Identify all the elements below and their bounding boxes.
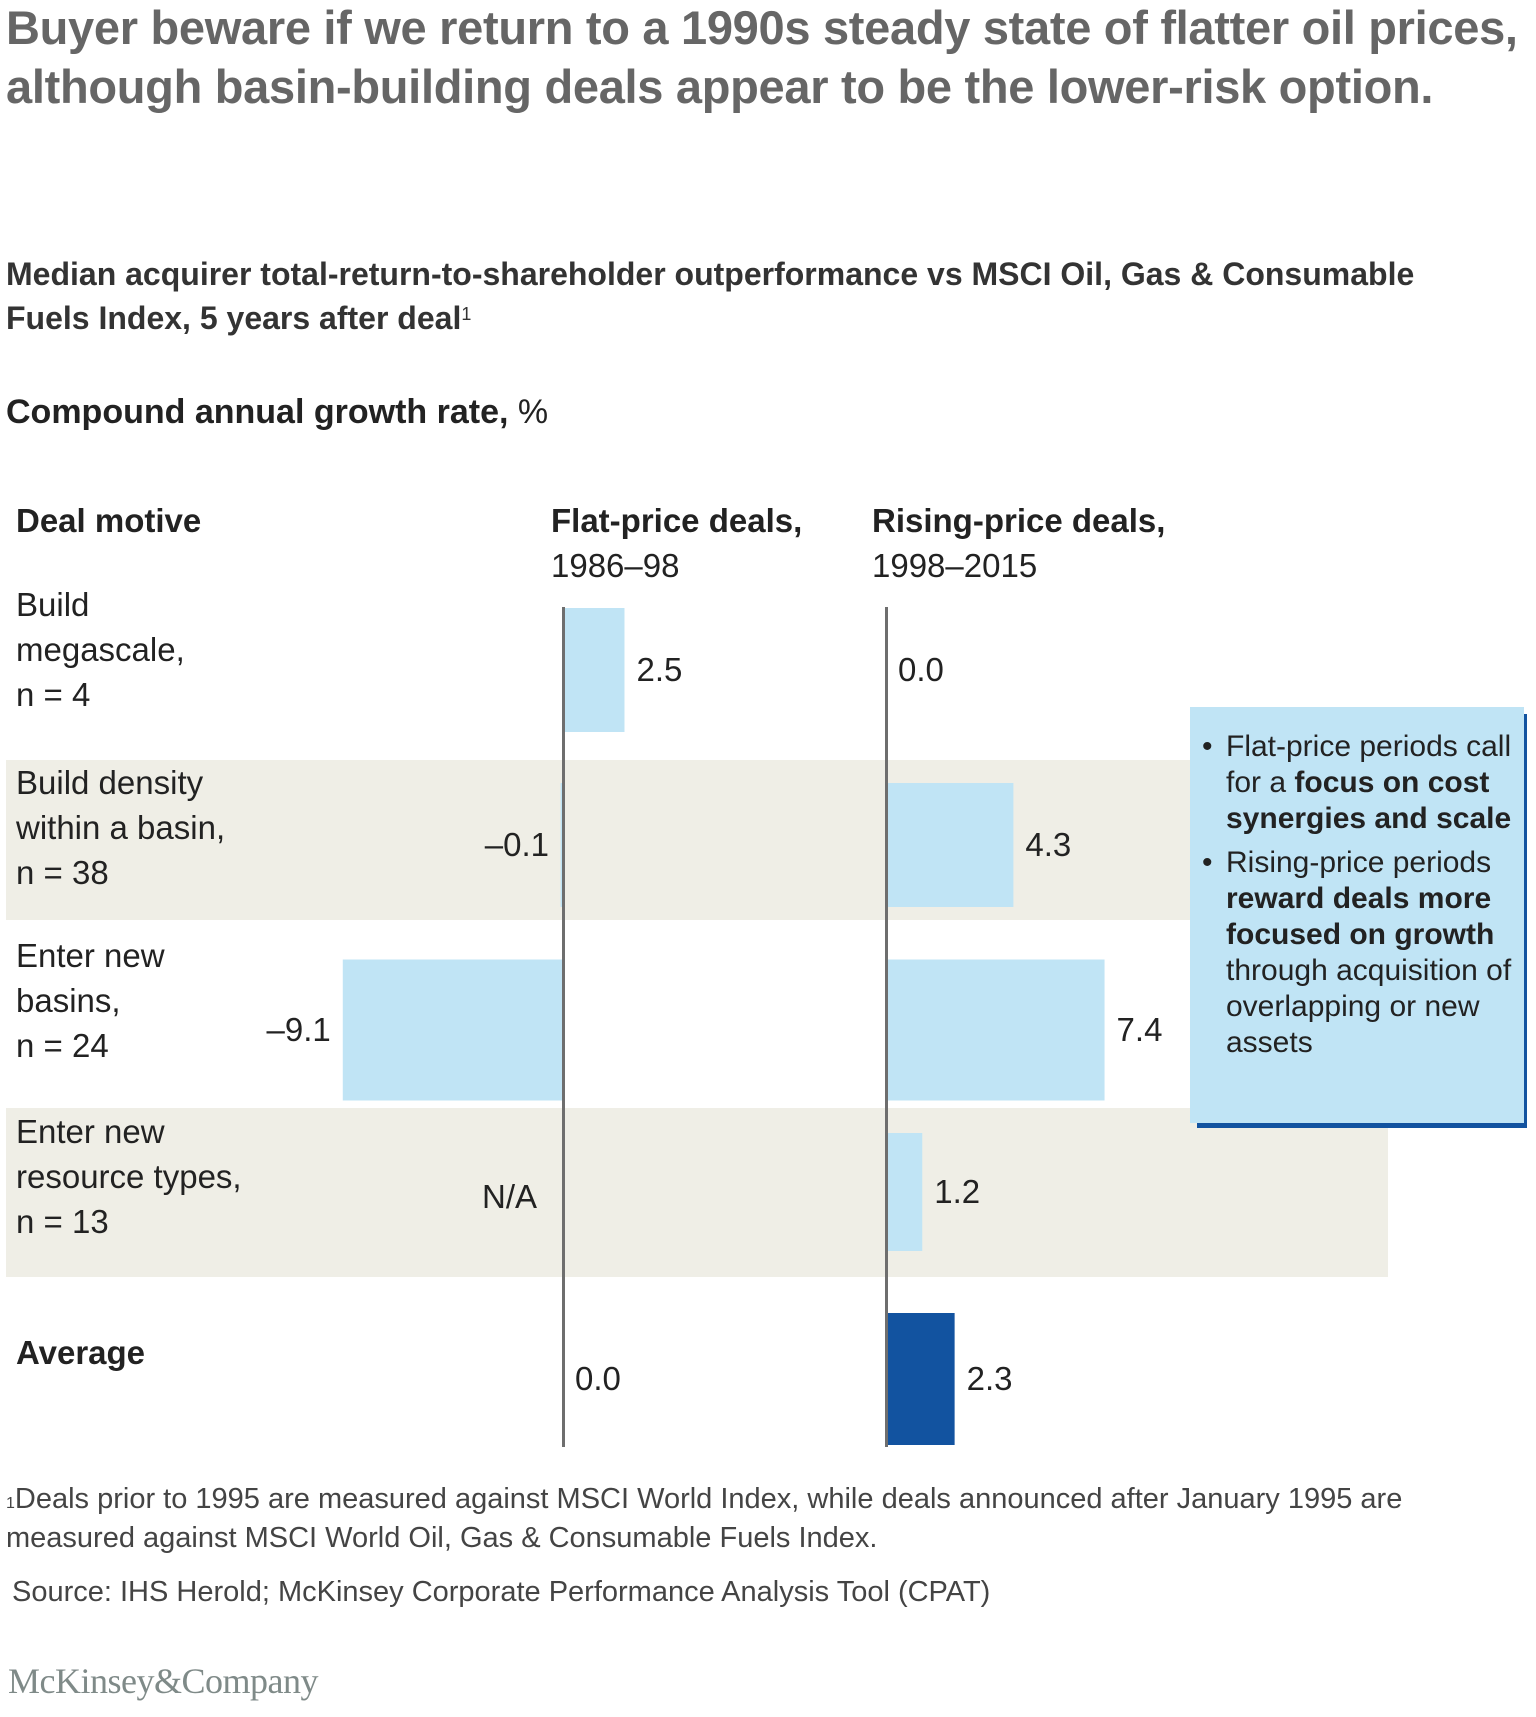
- category-label-line: resource types,: [16, 1158, 242, 1195]
- chart-subtitle: Median acquirer total-return-to-sharehol…: [6, 252, 1426, 340]
- category-label: Build megascale, n = 4: [16, 582, 185, 717]
- unit-label: Compound annual growth rate, %: [6, 393, 548, 432]
- callout-text: through acquisition of overlapping or ne…: [1226, 954, 1512, 1059]
- category-label-line: Average: [16, 1334, 146, 1371]
- value-label-flat: 0.0: [575, 1360, 621, 1397]
- callout-item: • Flat-price periods call for a focus on …: [1202, 729, 1514, 837]
- mckinsey-logo: McKinsey&Company: [8, 1661, 318, 1701]
- category-label-line: n = 13: [16, 1203, 109, 1240]
- unit-label-bold: Compound annual growth rate,: [6, 393, 509, 431]
- header-rising-price: Rising-price deals, 1998–2015: [872, 498, 1165, 588]
- source-note: Source: IHS Herold; McKinsey Corporate P…: [12, 1576, 991, 1608]
- bar-rising-2: [887, 959, 1105, 1101]
- bar-rising-3: [887, 1133, 923, 1251]
- value-label-flat: –9.1: [266, 1011, 331, 1048]
- footnote-marker: 1: [461, 304, 472, 324]
- value-label-flat: N/A: [481, 1178, 537, 1215]
- category-label-line: n = 38: [16, 854, 109, 891]
- footnote-text: Deals prior to 1995 are measured against…: [6, 1483, 1403, 1554]
- axis-rising-price: [885, 607, 888, 1447]
- category-label-line: Enter new: [16, 937, 165, 974]
- bullet-icon: •: [1202, 730, 1213, 763]
- row-band-density: [6, 760, 1388, 920]
- callout-emphasis: focus on cost synergies and scale: [1226, 766, 1512, 835]
- category-label-line: n = 24: [16, 1027, 109, 1064]
- header-flat-price: Flat-price deals, 1986–98: [551, 498, 802, 588]
- value-label-rising: 2.3: [966, 1360, 1013, 1397]
- row-band-resource-types: [6, 1108, 1388, 1277]
- callout-item: • Rising-price periods reward deals more …: [1202, 845, 1514, 1061]
- category-label: Enter new resource types, n = 13: [16, 1109, 242, 1244]
- header-flat-title: Flat-price deals,: [551, 502, 803, 539]
- category-label: Build density within a basin, n = 38: [16, 760, 225, 895]
- category-label-line: basins,: [16, 982, 121, 1019]
- bar-flat-2: [342, 959, 563, 1101]
- category-label: Enter new basins, n = 24: [16, 933, 165, 1068]
- value-label-flat: –0.1: [484, 826, 549, 863]
- category-label-line: Build: [16, 586, 90, 623]
- header-flat-period: 1986–98: [551, 547, 680, 584]
- header-deal-motive-label: Deal motive: [16, 502, 202, 539]
- value-label-rising: 0.0: [898, 651, 944, 688]
- category-label: Average: [16, 1330, 145, 1375]
- header-rising-title: Rising-price deals,: [872, 502, 1166, 539]
- header-deal-motive: Deal motive: [16, 498, 201, 543]
- bar-rising-4: [887, 1313, 955, 1445]
- value-label-rising: 7.4: [1116, 1011, 1163, 1048]
- bullet-icon: •: [1202, 846, 1213, 879]
- category-label-line: Enter new: [16, 1113, 165, 1150]
- subtitle-text: Median acquirer total-return-to-sharehol…: [6, 256, 1415, 336]
- value-label-rising: 4.3: [1025, 826, 1072, 863]
- category-label-line: n = 4: [16, 676, 91, 713]
- callout-text: Flat-price periods call for a: [1226, 730, 1512, 799]
- bar-flat-1: [560, 783, 563, 907]
- category-label-line: within a basin,: [16, 809, 226, 846]
- unit-label-symbol: %: [508, 393, 549, 431]
- callout-emphasis: reward deals more focused on growth: [1226, 882, 1495, 951]
- chart-title: Buyer beware if we return to a 1990s ste…: [6, 1, 1518, 113]
- value-label-flat: 2.5: [636, 651, 683, 688]
- bar-rising-1: [887, 783, 1014, 907]
- insight-callout: • Flat-price periods call for a focus on …: [1190, 707, 1524, 1123]
- bar-flat-0: [564, 608, 625, 732]
- axis-flat-price: [562, 607, 565, 1447]
- callout-text: Rising-price periods: [1226, 846, 1492, 879]
- footnote: 1Deals prior to 1995 are measured agains…: [6, 1480, 1531, 1558]
- header-rising-period: 1998–2015: [872, 547, 1038, 584]
- category-label-line: megascale,: [16, 631, 185, 668]
- category-label-line: Build density: [16, 764, 204, 801]
- footnote-marker: 1: [6, 1495, 15, 1512]
- value-label-rising: 1.2: [934, 1173, 981, 1210]
